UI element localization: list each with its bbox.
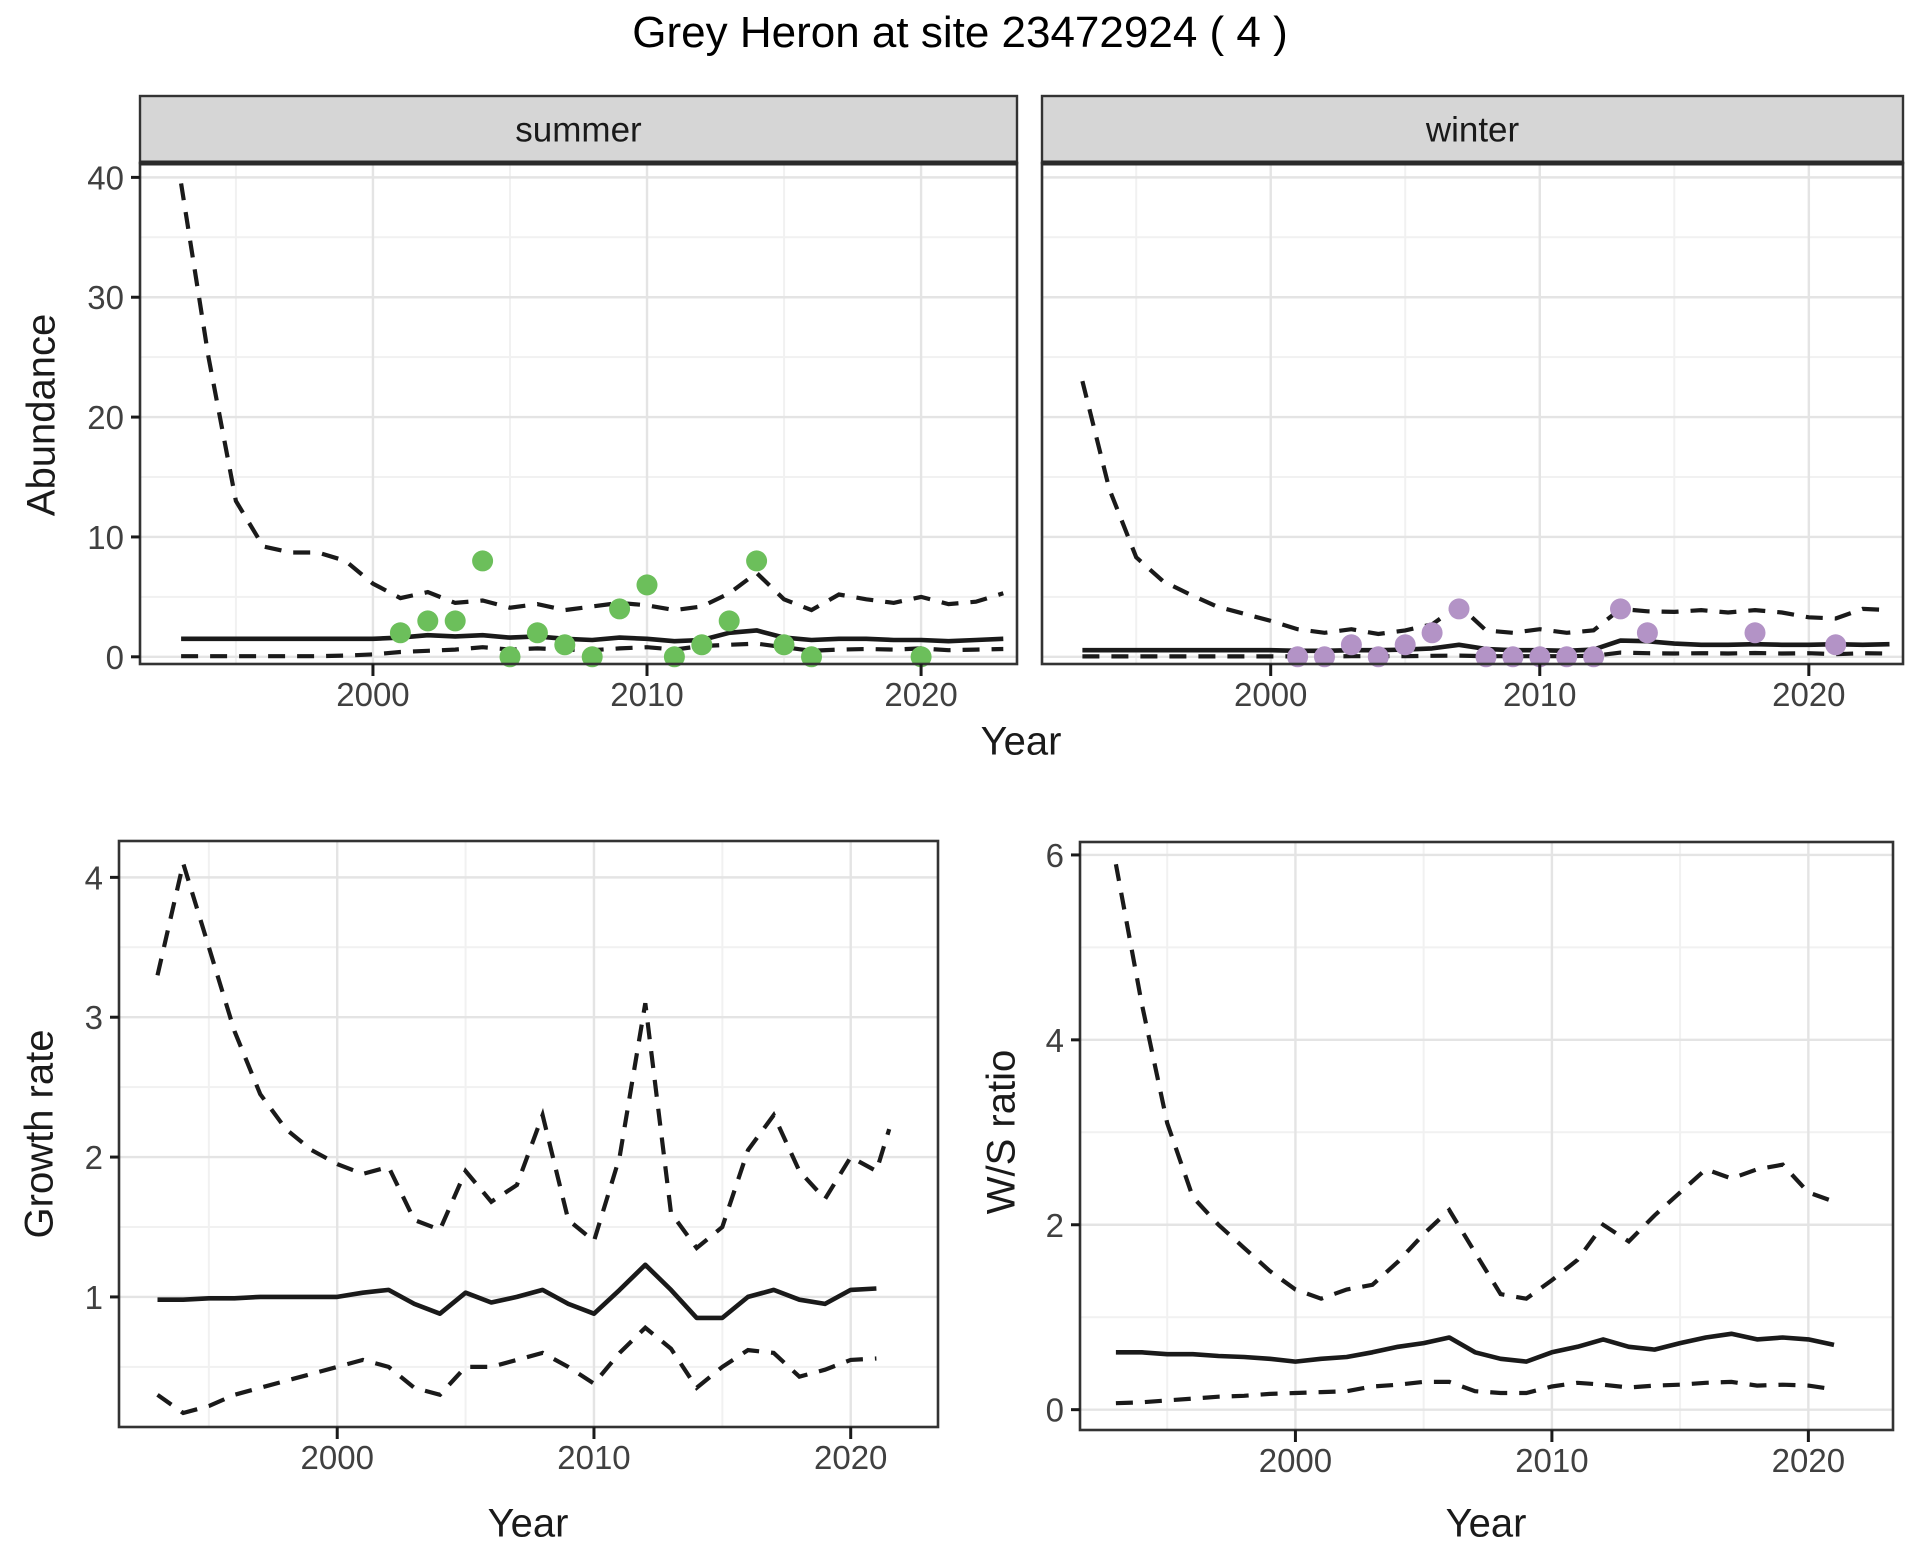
growth-rate-x-axis-label: Year: [487, 1501, 569, 1546]
x-tick-label: 2000: [301, 1439, 374, 1476]
panel-background: [119, 841, 938, 1427]
panel-border: [1078, 840, 1895, 1432]
observation-point: [1314, 646, 1335, 668]
observation-point: [609, 598, 631, 620]
x-tick-label: 2000: [1234, 676, 1307, 713]
y-tick-label: 1: [85, 1279, 103, 1316]
median-line: [1115, 1331, 1835, 1364]
x-tick-label: 2020: [1772, 676, 1845, 713]
x-tick-label: 2020: [814, 1439, 887, 1476]
x-tick-label: 2020: [884, 676, 957, 713]
y-tick-label: 20: [87, 399, 124, 436]
median-line: [157, 1262, 877, 1321]
observation-point: [417, 610, 439, 632]
observation-point: [526, 622, 548, 644]
median-line: [181, 628, 1004, 644]
observation-point: [499, 646, 521, 668]
x-tick-label: 2020: [1772, 1442, 1845, 1479]
observation-point: [1287, 646, 1309, 668]
observation-point: [1556, 646, 1578, 668]
observation-point: [773, 634, 795, 656]
observation-point: [910, 646, 932, 668]
panel-background: [1080, 842, 1893, 1430]
x-tick-label: 2010: [1515, 1442, 1588, 1479]
observation-point: [1475, 646, 1497, 668]
observation-point: [1825, 634, 1847, 656]
y-tick-label: 40: [87, 159, 124, 196]
observation-point: [472, 550, 494, 572]
ws-ratio-chart: 2000 2010 2020 0 2 4 6: [1046, 837, 1895, 1479]
y-tick-label: 4: [85, 859, 103, 896]
observation-point: [1610, 598, 1631, 620]
upper-ci-line: [1113, 863, 1835, 1301]
y-tick-label: 0: [106, 639, 124, 676]
observation-point: [1502, 646, 1524, 668]
facet-strip-label: summer: [515, 111, 642, 150]
abundance-x-axis-label: Year: [980, 719, 1062, 764]
panel-background: [140, 163, 1017, 664]
ws-ratio-x-axis-label: Year: [1445, 1501, 1527, 1546]
lower-ci-line: [1115, 1379, 1835, 1406]
plot-title: Grey Heron at site 23472924 ( 4 ): [632, 8, 1288, 57]
y-tick-label: 30: [87, 279, 124, 316]
y-tick-label: 0: [1046, 1392, 1064, 1429]
facet-strip-label: winter: [1425, 111, 1520, 150]
observation-point: [389, 622, 411, 644]
observation-point: [801, 646, 822, 668]
x-tick-label: 2010: [557, 1439, 630, 1476]
observation-point: [1340, 634, 1362, 656]
facet-strip: [1040, 94, 1905, 165]
observation-point: [1448, 598, 1470, 620]
observation-point: [746, 550, 768, 572]
observation-point: [1583, 646, 1605, 668]
observation-point: [554, 634, 576, 656]
x-tick-label: 2000: [336, 676, 409, 713]
panel-background: [1042, 163, 1903, 664]
lower-ci-line: [1082, 650, 1890, 659]
y-tick-label: 10: [87, 519, 124, 556]
observation-point: [663, 646, 685, 668]
y-tick-label: 2: [85, 1139, 103, 1176]
upper-ci-line: [1080, 380, 1890, 637]
observation-point: [581, 646, 603, 668]
growth-rate-chart: 2000 2010 2020 1 2 3 4: [85, 839, 940, 1476]
observation-point: [1367, 646, 1389, 668]
observation-point: [1529, 646, 1551, 668]
y-tick-label: 3: [85, 999, 103, 1036]
lower-ci-line: [156, 1324, 877, 1416]
observation-point: [691, 634, 713, 656]
observation-point: [444, 610, 466, 632]
panel-border: [117, 839, 940, 1429]
x-tick-label: 2010: [1503, 676, 1576, 713]
upper-ci-line: [179, 183, 1004, 613]
y-tick-label: 6: [1046, 837, 1064, 874]
y-tick-label: 4: [1046, 1022, 1064, 1059]
observation-point: [1744, 622, 1766, 644]
observation-point: [1421, 622, 1443, 644]
abundance-facet-chart: summer 2000 2010 2020 0 10 20 30 40 winter 2000 201…: [87, 94, 1905, 713]
observation-point: [718, 610, 740, 632]
observation-point: [1636, 622, 1658, 644]
observation-point: [636, 574, 658, 596]
y-tick-label: 2: [1046, 1207, 1064, 1244]
x-tick-label: 2000: [1259, 1442, 1332, 1479]
observation-point: [1394, 634, 1416, 656]
x-tick-label: 2010: [610, 676, 683, 713]
